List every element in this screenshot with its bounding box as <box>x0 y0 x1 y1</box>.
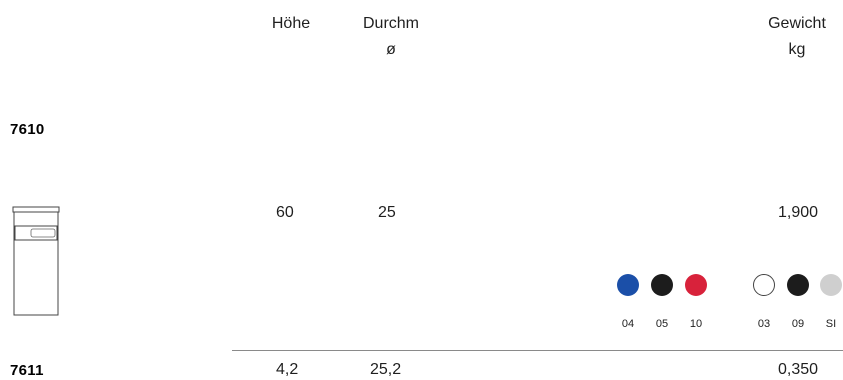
waste-bin-icon <box>12 206 60 316</box>
gewicht-value-7610: 1,900 <box>778 204 819 221</box>
color-code-09: 09 <box>791 318 805 330</box>
header-gewicht: Gewicht kg <box>757 11 837 63</box>
color-code-05: 05 <box>655 318 669 330</box>
durchm-value-7610: 25 <box>378 204 396 221</box>
product-code-7610: 7610 <box>10 121 45 138</box>
color-code-si: SI <box>825 318 837 330</box>
color-code-03: 03 <box>757 318 771 330</box>
color-code-10: 10 <box>689 318 703 330</box>
header-hoehe-label: Höhe <box>271 15 311 32</box>
color-swatch-10 <box>685 274 707 296</box>
color-swatch-03 <box>753 274 775 296</box>
color-swatch-05 <box>651 274 673 296</box>
color-swatch-si <box>820 274 842 296</box>
color-code-04: 04 <box>621 318 635 330</box>
header-hoehe: Höhe <box>258 11 324 37</box>
header-gewicht-unit: kg <box>788 41 806 58</box>
hoehe-value-7610: 60 <box>276 204 294 221</box>
row-divider <box>232 350 843 351</box>
header-gewicht-label: Gewicht <box>768 15 826 32</box>
hoehe-value-7611: 4,2 <box>276 361 299 378</box>
gewicht-value-7611: 0,350 <box>778 361 819 378</box>
durchm-value-7611: 25,2 <box>370 361 402 378</box>
header-durchmesser-label: Durchm <box>362 15 419 32</box>
header-durchmesser: Durchm ø <box>348 11 434 63</box>
color-swatch-04 <box>617 274 639 296</box>
color-swatch-09 <box>787 274 809 296</box>
header-durchmesser-symbol: ø <box>386 41 396 58</box>
product-code-7611: 7611 <box>10 362 44 379</box>
